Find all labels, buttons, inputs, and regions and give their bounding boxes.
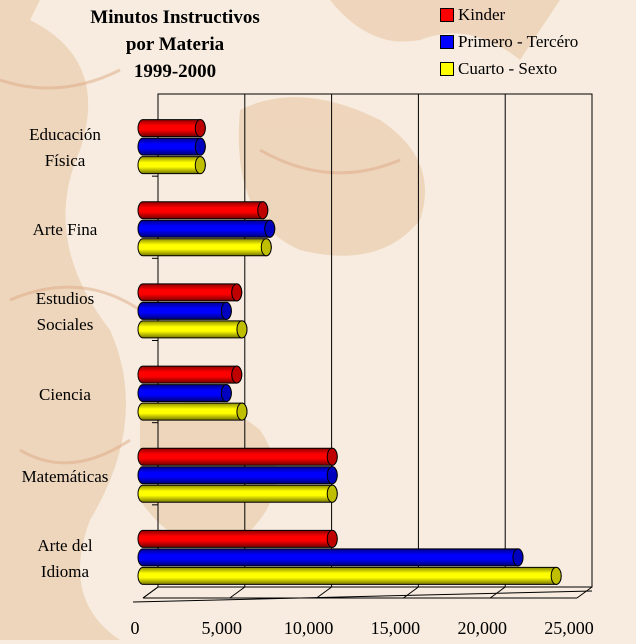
bar-arte-del-idioma-primero-tercero xyxy=(137,548,524,567)
bar-ciencia-primero-tercero-cap xyxy=(220,384,232,403)
bar-educacion-fisica-kinder xyxy=(137,119,206,138)
bar-arte-fina-kinder-cap xyxy=(257,201,269,220)
bar-estudios-sociales-kinder-cap xyxy=(231,283,243,302)
bar-estudios-sociales-primero-tercero-cap xyxy=(220,301,232,320)
bar-arte-fina-cuarto-sexto-cap xyxy=(260,238,272,257)
category-label-arte-fina: Arte Fina xyxy=(6,217,124,243)
bar-ciencia-cuarto-sexto xyxy=(137,402,248,421)
x-tick-label-0: 0 xyxy=(130,618,140,638)
category-label-matematicas: Matemáticas xyxy=(6,464,124,490)
legend-item-kinder: Kinder xyxy=(440,4,578,26)
bar-ciencia-kinder-cap xyxy=(231,365,243,384)
category-label-ciencia: Ciencia xyxy=(6,382,124,408)
plot-back-wall xyxy=(157,93,593,588)
title-line-3: 1999-2000 xyxy=(133,61,217,82)
bar-educacion-fisica-kinder-cap xyxy=(194,119,206,138)
legend-swatch-kinder xyxy=(440,8,454,22)
bar-arte-del-idioma-cuarto-sexto-cap xyxy=(550,566,562,585)
chart-title: Minutos Instructivos por Materia 1999-20… xyxy=(60,4,290,85)
category-label-line: Arte Fina xyxy=(32,220,98,240)
category-label-educacion-fisica: Educación Física xyxy=(6,122,124,174)
gridlines xyxy=(142,94,593,599)
bar-educacion-fisica-cuarto-sexto-cap xyxy=(194,156,206,175)
bar-arte-fina-primero-tercero xyxy=(137,219,276,238)
legend-label-kinder: Kinder xyxy=(458,5,506,24)
plot-frame xyxy=(142,93,593,599)
title-line-2: por Materia xyxy=(125,34,225,55)
bar-matematicas-cuarto-sexto-body xyxy=(137,484,338,503)
floor-line-10000 xyxy=(316,586,332,599)
bar-ciencia-cuarto-sexto-body xyxy=(137,402,248,421)
bar-estudios-sociales-primero-tercero-body xyxy=(137,301,232,320)
category-label-estudios-sociales: Estudios Sociales xyxy=(6,286,124,338)
bar-ciencia-kinder xyxy=(137,365,243,384)
bar-ciencia-cuarto-sexto-cap xyxy=(236,402,248,421)
x-tick-label-10000: 10,000 xyxy=(283,618,334,638)
floor-line-5000 xyxy=(229,586,246,599)
category-label-line: Matemáticas xyxy=(21,466,109,486)
floor-line-20000 xyxy=(489,586,506,599)
legend-item-cuarto-sexto: Cuarto - Sexto xyxy=(440,58,578,80)
floor-line-15000 xyxy=(403,586,419,599)
legend: Kinder Primero - Tercéro Cuarto - Sexto xyxy=(440,4,578,85)
bar-arte-fina-cuarto-sexto xyxy=(137,238,272,257)
bar-ciencia-kinder-body xyxy=(137,365,243,384)
title-line-1: Minutos Instructivos xyxy=(90,7,260,28)
legend-label-primero-tercero: Primero - Tercéro xyxy=(458,32,579,51)
category-label-line: Sociales xyxy=(36,315,94,335)
bar-estudios-sociales-cuarto-sexto-cap xyxy=(236,320,248,339)
x-tick-label-25000: 25,000 xyxy=(544,618,594,638)
bar-arte-del-idioma-kinder xyxy=(137,529,338,548)
bar-estudios-sociales-cuarto-sexto xyxy=(137,320,248,339)
bar-matematicas-primero-tercero xyxy=(137,466,338,485)
legend-swatch-primero-tercero xyxy=(440,35,454,49)
category-label-line: Idioma xyxy=(40,561,90,581)
x-tick-label-15000: 15,000 xyxy=(370,618,421,638)
bar-matematicas-kinder xyxy=(137,447,338,466)
bar-arte-fina-kinder-body xyxy=(137,201,269,220)
bar-educacion-fisica-cuarto-sexto xyxy=(137,156,206,175)
bar-matematicas-kinder-cap xyxy=(326,447,338,466)
category-label-line: Física xyxy=(44,151,86,171)
bar-arte-fina-primero-tercero-cap xyxy=(264,219,276,238)
bar-educacion-fisica-primero-tercero xyxy=(137,137,206,156)
category-label-line: Estudios xyxy=(35,289,95,309)
bar-matematicas-cuarto-sexto xyxy=(137,484,338,503)
bar-arte-del-idioma-cuarto-sexto xyxy=(137,566,562,585)
category-label-line: Arte del xyxy=(37,535,93,555)
legend-label-cuarto-sexto: Cuarto - Sexto xyxy=(458,59,558,78)
bar-estudios-sociales-kinder-body xyxy=(137,283,243,302)
floor-line-0 xyxy=(142,586,159,599)
floor-line-25000 xyxy=(576,586,593,599)
bar-arte-del-idioma-primero-tercero-body xyxy=(137,548,524,567)
x-axis xyxy=(132,175,593,603)
bar-arte-fina-cuarto-sexto-body xyxy=(137,238,272,257)
bar-estudios-sociales-primero-tercero xyxy=(137,301,232,320)
bar-estudios-sociales-cuarto-sexto-body xyxy=(137,320,248,339)
bar-arte-fina-primero-tercero-body xyxy=(137,219,276,238)
bar-arte-del-idioma-primero-tercero-cap xyxy=(512,548,524,567)
x-axis-line xyxy=(132,590,593,603)
bar-arte-del-idioma-kinder-body xyxy=(137,529,338,548)
legend-item-primero-tercero: Primero - Tercéro xyxy=(440,31,578,53)
bar-arte-del-idioma-cuarto-sexto-body xyxy=(137,566,562,585)
category-label-line: Ciencia xyxy=(39,384,91,404)
bars xyxy=(137,119,562,585)
bar-arte-del-idioma-kinder-cap xyxy=(326,529,338,548)
bar-matematicas-kinder-body xyxy=(137,447,338,466)
bar-ciencia-primero-tercero-body xyxy=(137,384,232,403)
bar-arte-fina-kinder xyxy=(137,201,269,220)
x-tick-label-20000: 20,000 xyxy=(457,618,507,638)
x-tick-label-5000: 5,000 xyxy=(201,618,243,638)
bar-educacion-fisica-primero-tercero-cap xyxy=(194,137,206,156)
bar-ciencia-primero-tercero xyxy=(137,384,232,403)
category-label-line: Educación xyxy=(29,125,101,145)
bar-matematicas-cuarto-sexto-cap xyxy=(326,484,338,503)
bar-matematicas-primero-tercero-body xyxy=(137,466,338,485)
bar-estudios-sociales-kinder xyxy=(137,283,243,302)
bar-matematicas-primero-tercero-cap xyxy=(326,466,338,485)
category-label-arte-del-idioma: Arte del Idioma xyxy=(6,533,124,585)
legend-swatch-cuarto-sexto xyxy=(440,62,454,76)
